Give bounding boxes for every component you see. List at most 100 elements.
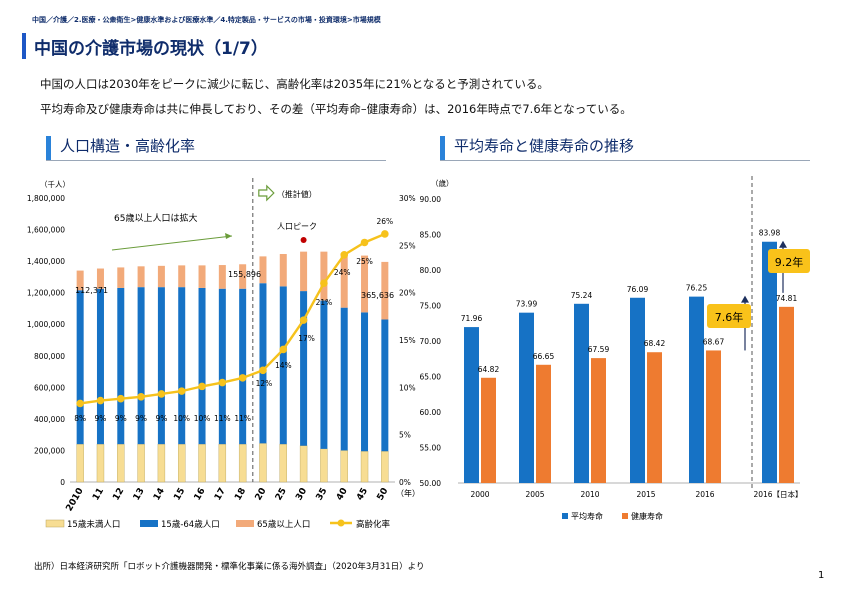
- y-tick-label: 1,200,000: [27, 289, 65, 298]
- elder-bar: [218, 265, 226, 289]
- elder-bar: [300, 251, 308, 292]
- section-header-population: 人口構造・高齢化率: [46, 134, 386, 161]
- section-header-life-expectancy: 平均寿命と健康寿命の推移: [440, 134, 810, 161]
- callout-china-text: 7.6年: [715, 310, 744, 324]
- aging-rate-point: [340, 251, 349, 259]
- elder-bar: [137, 266, 145, 288]
- young-bar: [320, 448, 328, 483]
- aging-rate-label: 10%: [173, 414, 190, 423]
- y-tick-label: 1,400,000: [27, 257, 65, 266]
- aging-rate-point: [157, 390, 166, 398]
- aging-rate-point: [177, 387, 186, 395]
- y2-tick-label: 30%: [399, 194, 416, 203]
- working-bar: [279, 286, 287, 445]
- working-bar: [117, 287, 125, 445]
- aging-rate-point: [238, 374, 247, 382]
- aging-rate-label: 21%: [316, 298, 333, 307]
- callout-japan-box: [768, 249, 810, 273]
- healthy-life-value: 74.81: [776, 294, 798, 303]
- y-tick-label: 1,800,000: [27, 194, 65, 203]
- working-bar: [178, 287, 186, 445]
- aging-rate-point: [299, 316, 308, 324]
- y-tick-label: 55.00: [420, 444, 442, 453]
- x-tick-label: 2016【日本】: [753, 489, 802, 499]
- legend-healthy-swatch: [622, 513, 628, 519]
- legend-young-swatch: [45, 519, 65, 528]
- population-peak-label: 人口ピーク: [277, 222, 317, 231]
- elder-bar: [157, 265, 165, 288]
- aging-rate-label: 11%: [234, 414, 251, 423]
- y-tick-label: 50.00: [420, 479, 442, 488]
- young-bar: [76, 443, 84, 483]
- life-expectancy-bar: [762, 241, 777, 483]
- y-tick-label: 75.00: [420, 302, 442, 311]
- working-bar: [96, 288, 104, 445]
- working-bar: [340, 307, 348, 451]
- elder-growth-annotation: 65歳以上人口は拡大: [114, 212, 197, 224]
- aging-rate-point: [76, 399, 84, 408]
- section-underline: [440, 160, 810, 161]
- aging-rate-label: 24%: [334, 268, 351, 277]
- young-bar: [117, 443, 125, 483]
- aging-rate-point: [320, 279, 328, 288]
- healthy-life-bar: [779, 306, 794, 483]
- healthy-life-bar: [591, 358, 606, 483]
- working-bar: [76, 290, 84, 445]
- working-bar: [300, 291, 308, 446]
- aging-rate-point: [360, 238, 369, 247]
- elder-2050-label: 365,636: [361, 291, 394, 300]
- aging-rate-point: [137, 393, 145, 401]
- life-expectancy-value: 76.09: [627, 285, 649, 294]
- y-tick-label: 65.00: [420, 373, 442, 382]
- aging-rate-point: [218, 378, 227, 387]
- peak-marker: [300, 237, 307, 243]
- healthy-life-bar: [647, 352, 662, 483]
- aging-rate-label: 9%: [155, 414, 167, 423]
- life-expectancy-bar: [574, 303, 589, 483]
- working-bar: [198, 287, 206, 445]
- y-tick-label: 1,600,000: [27, 226, 65, 235]
- life-expectancy-value: 83.98: [759, 229, 781, 238]
- x-tick-label: 2015: [636, 490, 655, 499]
- y-tick-label: 800,000: [34, 352, 65, 361]
- life-expectancy-bar: [519, 312, 534, 483]
- page-number: 1: [818, 570, 825, 581]
- working-bar: [239, 288, 247, 445]
- life-expectancy-value: 76.25: [686, 284, 708, 293]
- y2-tick-label: 5%: [399, 431, 411, 440]
- x-axis-unit: （年）: [396, 488, 420, 498]
- gap-arrow-japan-head-icon: [779, 240, 787, 248]
- section-title-life-expectancy: 平均寿命と健康寿命の推移: [454, 137, 635, 155]
- elder-bar: [178, 265, 186, 288]
- life-expectancy-value: 73.99: [516, 300, 538, 309]
- working-bar: [259, 283, 267, 444]
- lead-text-1: 中国の人口は2030年をピークに減少に転じ、高齢化率は2035年に21%となると…: [40, 77, 549, 91]
- y2-tick-label: 15%: [399, 336, 416, 345]
- breadcrumb: 中国／介護／2.医療・公衆衛生>健康水準および医療水準／4.特定製品・サービスの…: [32, 16, 381, 24]
- section-accent-bar: [440, 136, 445, 160]
- legend-elder-swatch: [236, 520, 254, 527]
- y-tick-label: 1,000,000: [27, 320, 65, 329]
- y-axis-label: （歳）: [431, 178, 454, 188]
- x-tick-label: 2010: [580, 490, 599, 499]
- legend-aging-rate-marker: [337, 519, 345, 527]
- legend-healthy-label: 健康寿命: [631, 511, 663, 521]
- callout-japan-text: 9.2年: [775, 255, 804, 269]
- callout-china-box: [707, 304, 751, 328]
- healthy-life-value: 67.59: [588, 345, 610, 354]
- y-tick-label: 600,000: [34, 383, 65, 392]
- healthy-life-bar: [706, 350, 721, 483]
- aging-rate-point: [116, 394, 125, 403]
- aging-rate-label: 26%: [377, 217, 394, 226]
- y-tick-label: 0: [60, 478, 65, 487]
- gap-arrow-china-head-icon: [741, 295, 749, 303]
- y-axis-label: （千人）: [40, 179, 70, 189]
- working-bar: [320, 300, 328, 449]
- y-tick-label: 60.00: [420, 408, 442, 417]
- aging-rate-label: 12%: [256, 379, 273, 388]
- growth-arrow-head-icon: [225, 233, 232, 239]
- life-expectancy-value: 75.24: [571, 291, 593, 300]
- working-bar: [218, 288, 226, 445]
- aging-rate-label: 14%: [275, 361, 292, 370]
